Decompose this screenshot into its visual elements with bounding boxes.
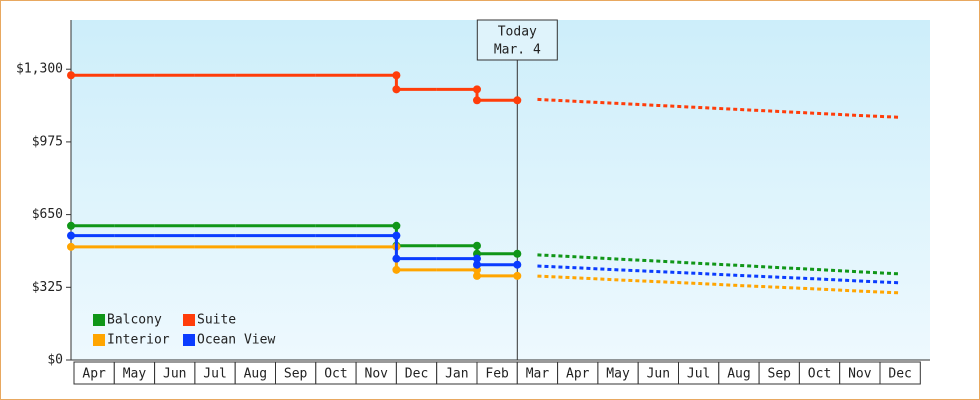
end-point	[513, 96, 522, 105]
end-point	[513, 260, 522, 269]
legend-swatch	[183, 314, 195, 326]
x-tick-label: Dec	[405, 367, 428, 382]
today-label: Today	[498, 25, 537, 40]
forecast-line	[537, 97, 901, 119]
x-tick-label: Sep	[768, 367, 792, 382]
legend-swatch	[93, 334, 105, 346]
forecast-line	[537, 274, 901, 295]
legend-swatch	[183, 334, 195, 346]
y-tick-label: $975	[32, 134, 63, 149]
change-point	[473, 254, 481, 263]
end-point	[513, 249, 522, 258]
change-point	[392, 231, 401, 240]
forecast-line	[537, 264, 901, 285]
y-tick-label: $325	[32, 280, 63, 295]
x-tick-label: Jun	[163, 367, 186, 382]
x-tick-label: Dec	[888, 367, 911, 382]
change-point	[473, 241, 481, 250]
change-point	[473, 85, 481, 94]
legend-label: Interior	[107, 333, 170, 348]
y-tick-label: $650	[32, 207, 63, 222]
today-box	[476, 19, 558, 61]
plot-area	[71, 20, 930, 360]
today-date: Mar. 4	[494, 43, 541, 58]
y-tick-label: $1,300	[16, 62, 63, 77]
legend-swatch	[93, 314, 105, 326]
x-tick-label: Jun	[647, 367, 670, 382]
x-tick-label: Oct	[808, 367, 831, 382]
x-tick-label: Mar	[526, 367, 550, 382]
y-tick-label: $0	[47, 353, 63, 368]
x-tick-label: May	[606, 367, 630, 382]
change-point	[392, 71, 401, 80]
legend-label: Ocean View	[197, 333, 275, 348]
x-tick-label: Aug	[727, 367, 750, 382]
end-point	[513, 271, 522, 280]
x-tick-label: Jan	[445, 367, 468, 382]
x-tick-label: Apr	[82, 367, 106, 382]
legend-label: Suite	[197, 313, 236, 328]
x-tick-label: Jul	[203, 367, 226, 382]
x-tick-label: Jul	[687, 367, 710, 382]
x-tick-label: Nov	[365, 367, 389, 382]
x-tick-label: Oct	[324, 367, 347, 382]
forecast-line	[537, 253, 901, 276]
x-tick-label: Nov	[848, 367, 872, 382]
x-category-cell	[879, 361, 921, 385]
legend-label: Balcony	[107, 313, 162, 328]
x-tick-label: May	[123, 367, 147, 382]
x-tick-label: Sep	[284, 367, 308, 382]
x-tick-label: Aug	[244, 367, 267, 382]
x-tick-label: Feb	[485, 367, 509, 382]
x-tick-label: Apr	[566, 367, 590, 382]
change-point	[392, 221, 401, 230]
